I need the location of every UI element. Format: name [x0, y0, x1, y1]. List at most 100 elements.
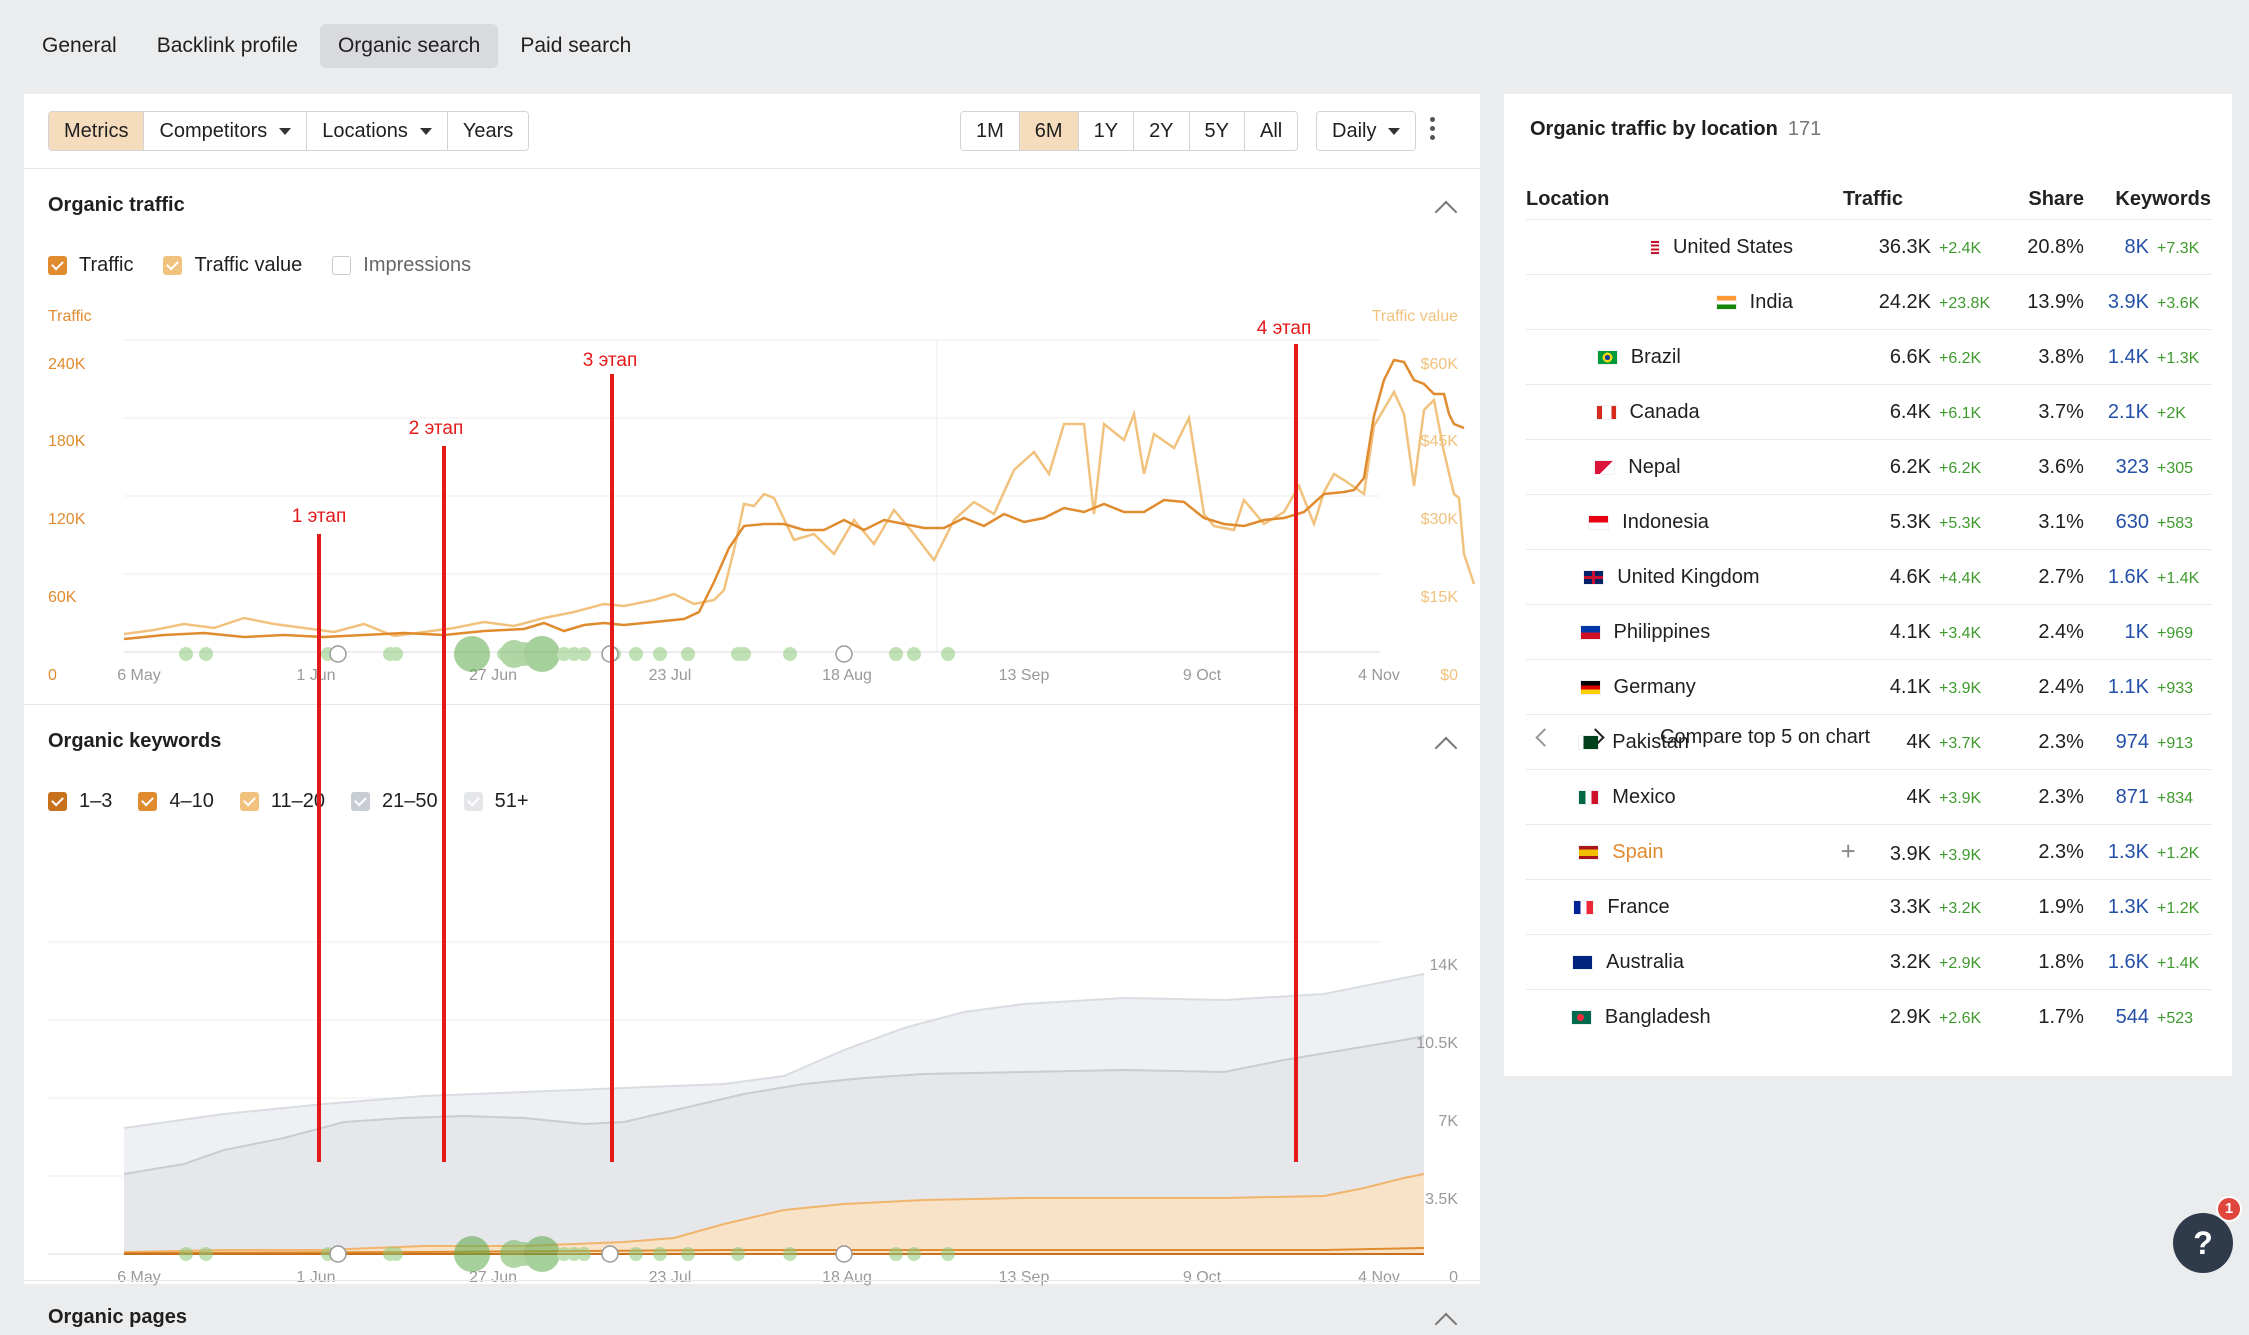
left-tick: 120K	[48, 511, 86, 528]
country-name[interactable]: Spain	[1612, 840, 1664, 863]
tab-backlink-profile[interactable]: Backlink profile	[156, 34, 298, 57]
table-row[interactable]: India 24.2K +23.8K 13.9% 3.9K +3.6K	[1526, 274, 2212, 330]
legend-impressions[interactable]: Impressions	[332, 254, 471, 277]
more-options-icon[interactable]	[1430, 117, 1436, 144]
keywords-cell: 1.1K +933	[2084, 659, 2212, 715]
table-row[interactable]: United Kingdom 4.6K +4.4K 2.7% 1.6K +1.4K	[1526, 549, 2212, 605]
legend-4-10-label: 4–10	[169, 790, 214, 812]
table-row[interactable]: Australia 3.2K +2.9K 1.8% 1.6K +1.4K	[1526, 934, 2212, 990]
legend-4-10[interactable]: 4–10	[138, 790, 214, 813]
legend-21-50[interactable]: 21–50	[351, 790, 438, 813]
share-cell: 20.8%	[2003, 219, 2085, 275]
table-row[interactable]: Pakistan 4K +3.7K 2.3% 974 +913	[1526, 714, 2212, 770]
keywords-delta: +1.3K	[2157, 349, 2200, 367]
keywords-link[interactable]: 1.3K	[2107, 840, 2149, 863]
location-panel-title: Organic traffic by location 171	[1530, 118, 1821, 141]
table-row[interactable]: Philippines 4.1K +3.4K 2.4% 1K +969	[1526, 604, 2212, 660]
competitors-dropdown[interactable]: Competitors	[144, 112, 308, 150]
country-name[interactable]: Mexico	[1612, 785, 1676, 808]
keywords-link[interactable]: 3.9K	[2107, 290, 2149, 313]
years-button[interactable]: Years	[447, 112, 529, 150]
range-all[interactable]: All	[1245, 112, 1298, 150]
keywords-link[interactable]: 974	[2115, 730, 2149, 753]
country-name[interactable]: United Kingdom	[1617, 565, 1760, 588]
table-row[interactable]: United States 36.3K +2.4K 20.8% 8K +7.3K	[1526, 219, 2212, 275]
header-traffic-label: Traffic	[1842, 187, 1903, 210]
table-row[interactable]: Nepal 6.2K +6.2K 3.6% 323 +305	[1526, 439, 2212, 495]
right-tick: $0	[1440, 667, 1458, 684]
country-name[interactable]: United States	[1672, 235, 1794, 258]
traffic-cell: 36.3K +2.4K	[1794, 219, 2004, 275]
country-name[interactable]: Pakistan	[1612, 730, 1690, 753]
keywords-link[interactable]: 1.6K	[2107, 565, 2149, 588]
table-row[interactable]: Spain +3.9K +3.9K 2.3% 1.3K +1.2K	[1526, 824, 2212, 880]
range-5y[interactable]: 5Y	[1189, 112, 1245, 150]
range-1m[interactable]: 1M	[961, 112, 1020, 150]
organic-keywords-title: Organic keywords	[48, 730, 222, 752]
table-row[interactable]: Mexico 4K +3.9K 2.3% 871 +834	[1526, 769, 2212, 825]
keywords-link[interactable]: 1.3K	[2107, 895, 2149, 918]
legend-11-20-label: 11–20	[270, 790, 326, 812]
header-share[interactable]: Share	[2028, 187, 2084, 210]
traffic-delta: +2.9K	[1938, 954, 1982, 972]
country-name[interactable]: Australia	[1606, 950, 1684, 973]
x-tick: 6 May	[117, 1269, 161, 1286]
keywords-link[interactable]: 1.1K	[2107, 675, 2149, 698]
header-keywords[interactable]: Keywords	[2115, 187, 2211, 210]
locations-dropdown[interactable]: Locations	[307, 112, 448, 150]
traffic-cell: 24.2K +23.8K	[1794, 274, 2004, 330]
country-name[interactable]: Brazil	[1630, 345, 1681, 368]
legend-1-3[interactable]: 1–3	[48, 790, 112, 813]
tab-organic-search[interactable]: Organic search	[319, 24, 499, 68]
keywords-link[interactable]: 630	[2115, 510, 2149, 533]
keywords-link[interactable]: 323	[2115, 455, 2149, 478]
compare-top5-button[interactable]: Compare top 5 on chart	[1660, 726, 1871, 748]
flag-ph-icon	[1580, 625, 1600, 639]
legend-11-20[interactable]: 11–20	[239, 790, 326, 813]
country-name[interactable]: France	[1607, 895, 1670, 918]
country-name[interactable]: Bangladesh	[1604, 1005, 1711, 1028]
x-tick: 1 Jun	[296, 667, 335, 684]
country-name[interactable]: Canada	[1629, 400, 1700, 423]
keywords-link[interactable]: 1K	[2124, 620, 2149, 643]
tab-paid-search[interactable]: Paid search	[520, 34, 632, 57]
keywords-delta: +583	[2157, 514, 2194, 532]
legend-51-plus[interactable]: 51+	[463, 790, 529, 813]
table-row[interactable]: Canada 6.4K +6.1K 3.7% 2.1K +2K	[1526, 384, 2212, 440]
plus-icon[interactable]: +	[1840, 836, 1856, 866]
table-row[interactable]: Brazil 6.6K +6.2K 3.8% 1.4K +1.3K	[1526, 329, 2212, 385]
legend-traffic[interactable]: Traffic	[48, 254, 133, 277]
country-name[interactable]: Indonesia	[1622, 510, 1709, 533]
collapse-chevron-icon[interactable]	[1434, 1312, 1458, 1335]
keywords-link[interactable]: 8K	[2124, 235, 2149, 258]
table-row[interactable]: Bangladesh 2.9K +2.6K 1.7% 544 +523	[1526, 989, 2212, 1044]
x-tick: 23 Jul	[649, 1269, 692, 1286]
table-row[interactable]: France 3.3K +3.2K 1.9% 1.3K +1.2K	[1526, 879, 2212, 935]
table-row[interactable]: Germany 4.1K +3.9K 2.4% 1.1K +933	[1526, 659, 2212, 715]
keywords-link[interactable]: 2.1K	[2107, 400, 2149, 423]
country-name[interactable]: Nepal	[1628, 455, 1681, 478]
header-traffic[interactable]: Traffic	[1794, 179, 2004, 220]
traffic-cell: 4.1K +3.9K	[1794, 659, 2004, 715]
country-name[interactable]: Philippines	[1613, 620, 1711, 643]
keywords-link[interactable]: 544	[2115, 1005, 2149, 1028]
range-6m[interactable]: 6M	[1019, 112, 1079, 150]
country-name[interactable]: Germany	[1613, 675, 1696, 698]
chevron-left-icon[interactable]	[1535, 728, 1554, 747]
table-row[interactable]: Indonesia 5.3K +5.3K 3.1% 630 +583	[1526, 494, 2212, 550]
traffic-delta: +3.4K	[1938, 624, 1982, 642]
tab-general[interactable]: General	[42, 34, 117, 57]
help-button[interactable]: ?	[2173, 1213, 2233, 1273]
keywords-link[interactable]: 1.6K	[2107, 950, 2149, 973]
legend-traffic-value[interactable]: Traffic value	[163, 254, 302, 277]
keywords-link[interactable]: 871	[2115, 785, 2149, 808]
range-1y[interactable]: 1Y	[1078, 112, 1135, 150]
metrics-button[interactable]: Metrics	[49, 112, 145, 150]
country-name[interactable]: India	[1749, 290, 1794, 313]
range-2y[interactable]: 2Y	[1134, 112, 1190, 150]
keywords-cell: 2.1K +2K	[2084, 384, 2212, 440]
header-location[interactable]: Location	[1526, 187, 1610, 210]
annotation-markers[interactable]	[329, 1245, 853, 1263]
keywords-link[interactable]: 1.4K	[2107, 345, 2149, 368]
granularity-dropdown[interactable]: Daily	[1316, 111, 1417, 151]
